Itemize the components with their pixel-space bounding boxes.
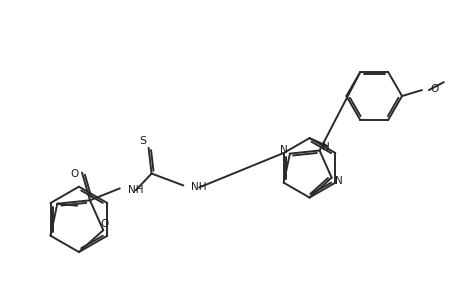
Text: N: N <box>334 176 342 186</box>
Text: N: N <box>321 142 329 152</box>
Text: S: S <box>139 136 146 146</box>
Text: NH: NH <box>191 182 207 192</box>
Text: NH: NH <box>128 185 143 195</box>
Text: O: O <box>70 169 78 178</box>
Text: O: O <box>429 84 437 94</box>
Text: O: O <box>100 219 108 229</box>
Text: N: N <box>280 145 287 155</box>
